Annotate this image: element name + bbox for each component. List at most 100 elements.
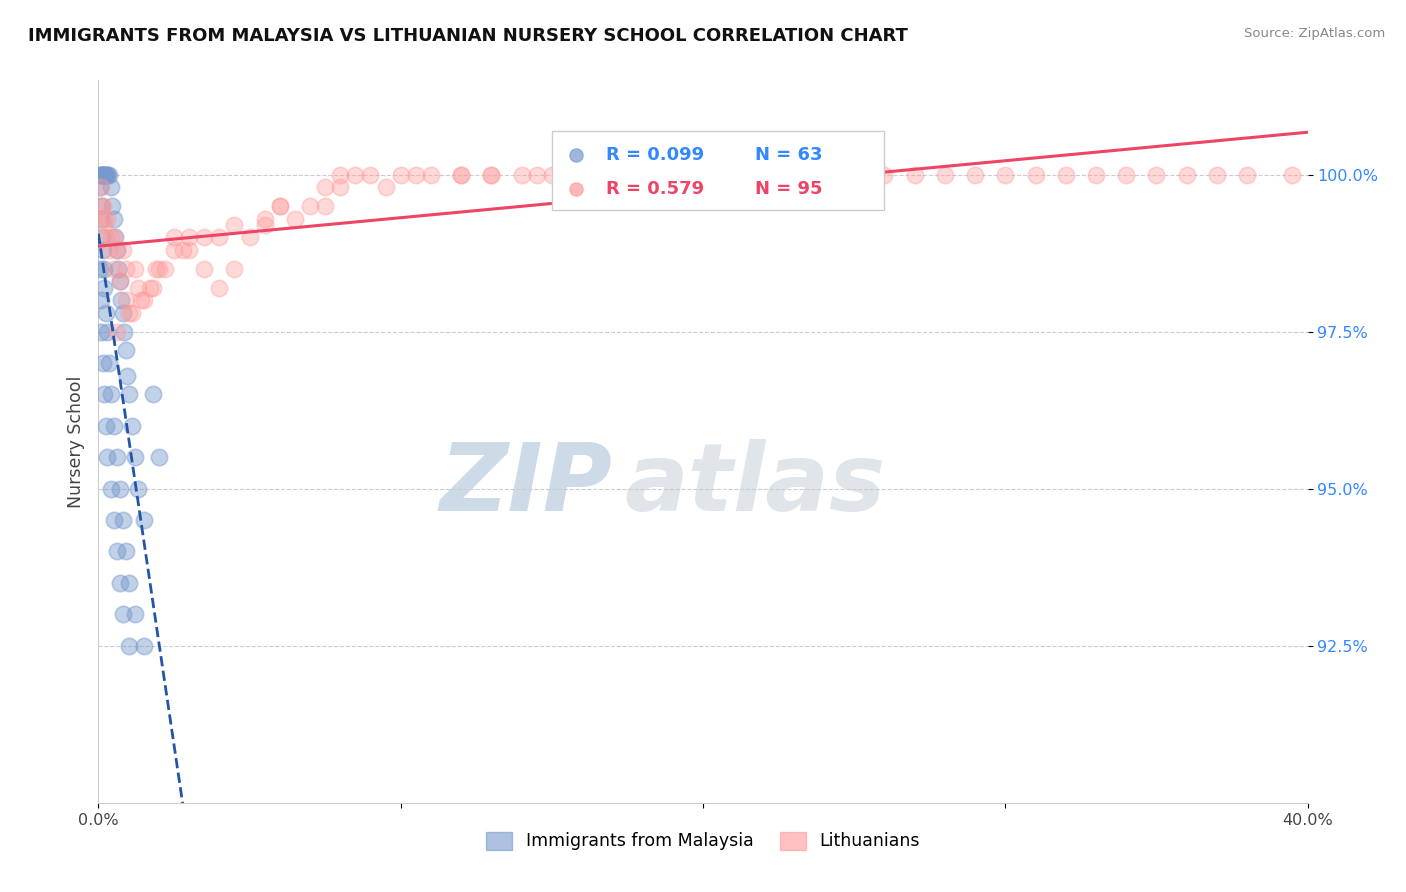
Point	[193, 230, 215, 244]
Point	[224, 218, 246, 232]
Point	[540, 168, 562, 182]
Point	[555, 168, 578, 182]
Point	[526, 168, 548, 182]
Point	[93, 280, 115, 294]
Point	[142, 280, 165, 294]
Point	[994, 168, 1017, 182]
Point	[118, 575, 141, 590]
Point	[121, 418, 143, 433]
Point	[153, 261, 176, 276]
Point	[110, 293, 132, 308]
Point	[661, 168, 683, 182]
Point	[91, 168, 114, 182]
Point	[111, 513, 134, 527]
Point	[114, 343, 136, 358]
Point	[1175, 168, 1198, 182]
Point	[94, 306, 117, 320]
Point	[737, 168, 759, 182]
Point	[100, 180, 122, 194]
Point	[89, 180, 111, 194]
Point	[105, 243, 128, 257]
Point	[90, 211, 112, 226]
Point	[105, 450, 128, 465]
Point	[96, 168, 118, 182]
Point	[481, 168, 503, 182]
Point	[121, 306, 143, 320]
Point	[1115, 168, 1137, 182]
Point	[965, 168, 987, 182]
Point	[118, 306, 141, 320]
Point	[1236, 168, 1258, 182]
Point	[142, 387, 165, 401]
Point	[112, 325, 135, 339]
Point	[96, 168, 118, 182]
Point	[208, 230, 231, 244]
Text: atlas: atlas	[624, 439, 886, 531]
Point	[314, 199, 336, 213]
Point	[239, 230, 262, 244]
Point	[253, 211, 276, 226]
Point	[828, 168, 851, 182]
Point	[420, 168, 443, 182]
Point	[904, 168, 927, 182]
Point	[179, 243, 201, 257]
Point	[94, 168, 117, 182]
Point	[1085, 168, 1108, 182]
Point	[129, 293, 152, 308]
Point	[269, 199, 291, 213]
Point	[93, 261, 115, 276]
Point	[91, 199, 114, 213]
Point	[111, 243, 134, 257]
Point	[90, 168, 112, 182]
Point	[602, 168, 624, 182]
Point	[127, 482, 149, 496]
Point	[115, 368, 138, 383]
Text: R = 0.099: R = 0.099	[606, 145, 704, 164]
Point	[676, 168, 699, 182]
Point	[647, 168, 669, 182]
Point	[132, 513, 155, 527]
Point	[752, 168, 775, 182]
Point	[96, 211, 118, 226]
Point	[90, 199, 112, 213]
Point	[284, 211, 307, 226]
Point	[571, 168, 593, 182]
Point	[94, 418, 117, 433]
Point	[163, 230, 186, 244]
Point	[105, 544, 128, 558]
Point	[98, 243, 121, 257]
Point	[118, 639, 141, 653]
Point	[148, 261, 170, 276]
FancyBboxPatch shape	[551, 131, 884, 211]
Point	[90, 325, 112, 339]
Point	[873, 168, 896, 182]
Point	[90, 293, 112, 308]
Point	[118, 387, 141, 401]
Point	[813, 168, 835, 182]
Y-axis label: Nursery School: Nursery School	[66, 376, 84, 508]
Point	[93, 218, 115, 232]
Point	[114, 544, 136, 558]
Point	[93, 168, 115, 182]
Point	[96, 450, 118, 465]
Point	[103, 418, 125, 433]
Point	[114, 261, 136, 276]
Point	[844, 168, 866, 182]
Point	[98, 168, 121, 182]
Point	[103, 261, 125, 276]
Point	[163, 243, 186, 257]
Point	[344, 168, 367, 182]
Point	[139, 280, 162, 294]
Point	[253, 218, 276, 232]
Point	[111, 607, 134, 622]
Point	[90, 168, 112, 182]
Point	[360, 168, 382, 182]
Point	[98, 356, 121, 370]
Point	[172, 243, 194, 257]
Point	[108, 274, 131, 288]
Point	[299, 199, 322, 213]
Point	[450, 168, 472, 182]
Point	[89, 168, 111, 182]
Text: N = 95: N = 95	[755, 179, 823, 198]
Text: ZIP: ZIP	[440, 439, 613, 531]
